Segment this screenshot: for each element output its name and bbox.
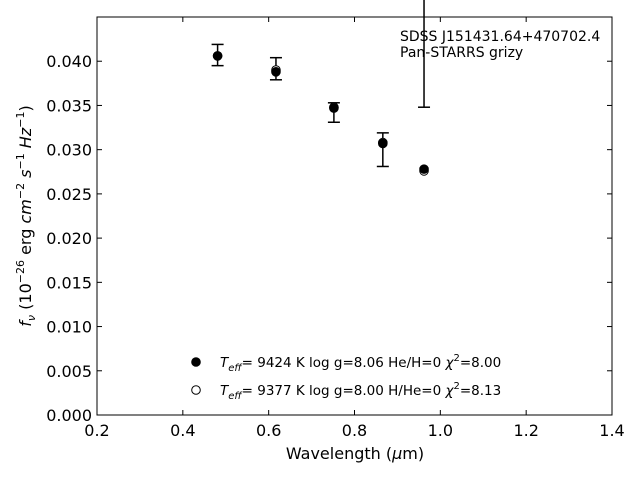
y-label-nu: ν xyxy=(25,315,38,321)
y-tick-label: 0.015 xyxy=(46,273,92,292)
y-label-s: s xyxy=(16,170,35,183)
y-axis-label: fν (10−26 erg cm−2 s−1 Hz−1) xyxy=(14,105,38,326)
legend-entry: Teff= 9424 K log g=8.06 He/H=0 χ2=8.00 xyxy=(220,353,501,374)
errorbar-group xyxy=(211,0,431,168)
legend-chi-symbol: χ xyxy=(444,355,454,371)
legend-teff-sub: eff xyxy=(228,391,243,402)
tick-group: 0.2 0.4 0.6 0.8 1.0 1.2 1.4 0.000 0.005 0.010 0.01… xyxy=(46,17,625,440)
x-axis-label-unit: μ xyxy=(391,444,402,463)
y-tick-label: 0.025 xyxy=(46,185,92,204)
point-group xyxy=(212,51,429,176)
legend: Teff= 9424 K log g=8.06 He/H=0 χ2=8.00Te… xyxy=(191,353,501,402)
y-label-erg: erg xyxy=(16,224,35,260)
legend-chi-value: =8.00 xyxy=(460,355,501,371)
legend-chi-value: =8.13 xyxy=(460,383,501,399)
y-tick-label: 0.010 xyxy=(46,318,92,337)
y-tick-label: 0.005 xyxy=(46,362,92,381)
y-tick-label: 0.040 xyxy=(46,52,92,71)
model-point-filled xyxy=(329,103,339,113)
y-label-open: (10 xyxy=(16,283,35,315)
x-tick-label: 1.4 xyxy=(599,421,624,440)
legend-teff-symbol: T xyxy=(220,355,230,371)
y-label-exp2: −2 xyxy=(14,183,27,199)
y-label-cm: cm xyxy=(16,199,35,223)
y-label-hz: Hz xyxy=(16,127,35,153)
x-axis-label-unit-rest: m) xyxy=(402,444,424,463)
legend-marker-filled xyxy=(191,357,201,367)
legend-teff-sub: eff xyxy=(228,363,243,374)
x-tick-label: 0.6 xyxy=(256,421,281,440)
x-axis-label-main: Wavelength ( xyxy=(286,444,392,463)
legend-marker-open xyxy=(191,385,201,395)
legend-chi-exp: 2 xyxy=(453,353,459,364)
legend-params: = 9377 K log g=8.00 H/He=0 xyxy=(242,383,446,399)
y-label-exp3: −1 xyxy=(14,153,27,169)
legend-chi-symbol: χ xyxy=(444,383,454,399)
legend-chi-exp: 2 xyxy=(453,381,459,392)
legend-params: = 9424 K log g=8.06 He/H=0 xyxy=(242,355,446,371)
annotation-line-2: Pan-STARRS grizy xyxy=(400,45,523,61)
x-tick-label: 0.2 xyxy=(84,421,109,440)
legend-entry: Teff= 9377 K log g=8.00 H/He=0 χ2=8.13 xyxy=(220,381,501,402)
model-point-filled xyxy=(212,51,223,61)
legend-teff-symbol: T xyxy=(220,383,230,399)
y-tick-label: 0.000 xyxy=(46,406,92,425)
model-point-filled xyxy=(271,67,281,77)
x-tick-label: 0.8 xyxy=(342,421,367,440)
y-label-f: f xyxy=(16,319,35,327)
model-point-filled xyxy=(378,138,388,149)
y-tick-label: 0.035 xyxy=(46,96,92,115)
x-tick-label: 1.0 xyxy=(428,421,453,440)
x-tick-label: 1.2 xyxy=(513,421,538,440)
y-label-exp1: −26 xyxy=(14,260,27,283)
y-label-close: ) xyxy=(16,105,35,111)
x-axis-label: Wavelength (μm) xyxy=(286,444,424,463)
y-tick-label: 0.030 xyxy=(46,141,92,160)
y-label-exp4: −1 xyxy=(14,112,27,128)
annotation-line-1: SDSS J151431.64+470702.4 xyxy=(400,29,600,45)
y-tick-label: 0.020 xyxy=(46,229,92,248)
model-point-filled xyxy=(419,164,429,174)
x-tick-label: 0.4 xyxy=(170,421,195,440)
